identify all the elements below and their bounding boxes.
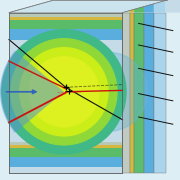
Polygon shape <box>9 0 167 13</box>
Bar <box>9 157 122 167</box>
Polygon shape <box>144 4 154 13</box>
Circle shape <box>20 48 108 136</box>
Bar <box>9 29 122 40</box>
Bar <box>9 13 122 17</box>
Bar <box>9 148 122 157</box>
Polygon shape <box>154 1 166 13</box>
Circle shape <box>29 57 99 127</box>
Polygon shape <box>122 11 130 13</box>
Bar <box>9 142 122 145</box>
Polygon shape <box>134 13 144 173</box>
Circle shape <box>68 52 148 131</box>
Bar <box>9 20 122 29</box>
Polygon shape <box>154 13 166 173</box>
Polygon shape <box>130 9 134 13</box>
Polygon shape <box>134 6 144 13</box>
Circle shape <box>2 30 126 154</box>
Bar <box>9 17 122 20</box>
Bar <box>9 145 122 148</box>
Polygon shape <box>130 13 134 173</box>
Polygon shape <box>144 13 154 173</box>
Bar <box>9 13 122 173</box>
Circle shape <box>11 39 117 145</box>
Polygon shape <box>166 0 180 13</box>
Polygon shape <box>122 13 130 173</box>
Wedge shape <box>0 51 64 133</box>
